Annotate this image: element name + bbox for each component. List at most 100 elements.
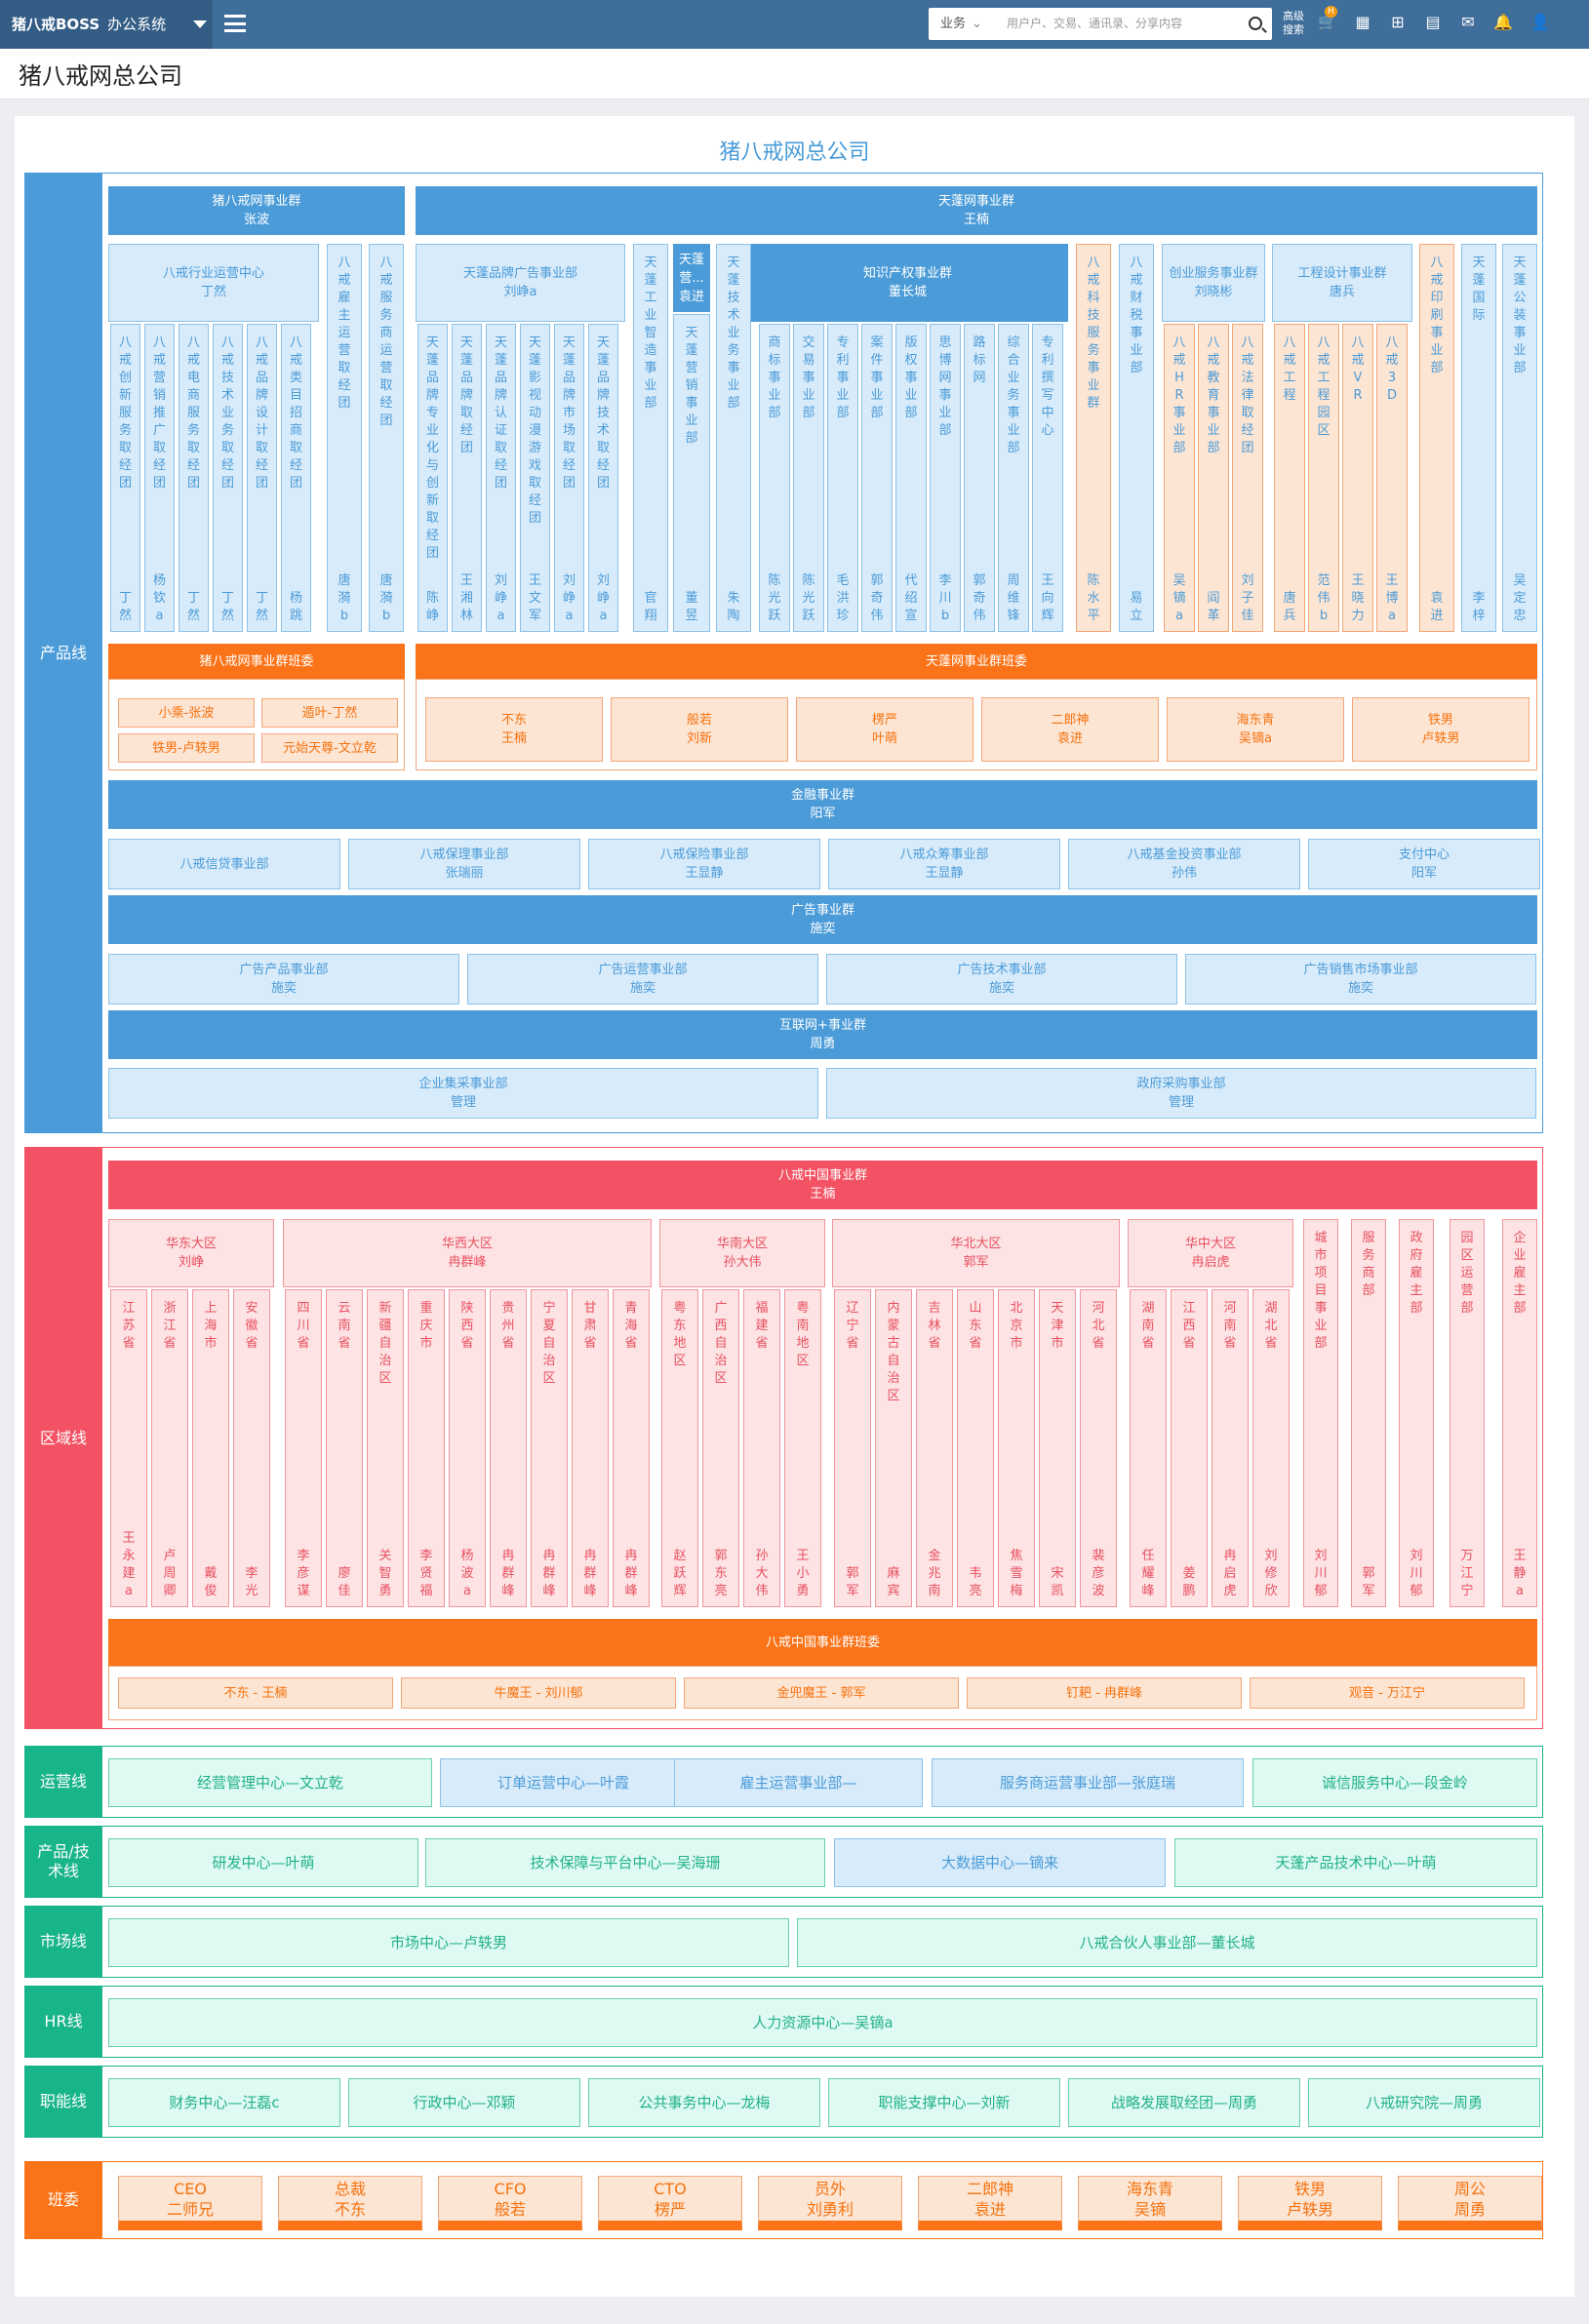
region-column[interactable]: 内蒙古自治区 麻宾 [875,1289,912,1607]
dept-chuangye[interactable]: 创业服务事业群 刘晓彬 [1162,244,1265,322]
product-column[interactable]: 天蓬影视动漫游戏取经团 王文军 [520,324,550,632]
product-column[interactable]: 八戒法律取经团 刘子佳 [1232,324,1263,632]
product-column[interactable]: 八戒工程园区 范伟b [1308,324,1339,632]
product-column[interactable]: 八戒电商服务取经团 丁然 [179,324,209,632]
tech-center[interactable]: 技术保障与平台中心—吴海珊 [425,1838,825,1887]
region-column[interactable]: 河南省 冉启虎 [1212,1289,1249,1607]
mail-icon[interactable]: ✉ [1461,13,1475,31]
product-column[interactable]: 天蓬公装事业部 吴定忠 [1502,244,1537,632]
dept-guanggao[interactable]: 广告销售市场事业部 施奕 [1185,954,1536,1004]
region-column[interactable]: 四川省 李彦谋 [285,1289,322,1607]
dept-jinrong[interactable]: 八戒众筹事业部 王显静 [828,839,1060,889]
region-column[interactable]: 青海省 冉群峰 [613,1289,650,1607]
product-column[interactable]: 天蓬品牌认证取经团 刘峥a [486,324,516,632]
region-area[interactable]: 华北大区 郭军 [832,1219,1120,1287]
hr-center[interactable]: 人力资源中心—吴镝a [108,1998,1537,2047]
banwei-member[interactable]: 铁男 卢轶男 [1352,697,1529,762]
func-center[interactable]: 战略发展取经团—周勇 [1068,2078,1300,2127]
group-tianpeng[interactable]: 天蓬网事业群 王楠 [416,186,1537,235]
book-icon[interactable]: ▤ [1425,13,1441,31]
product-column[interactable]: 八戒HR事业部 吴镝a [1164,324,1195,632]
product-column[interactable]: 天蓬技术业务事业部 朱陶 [716,244,751,632]
group-bajie-china[interactable]: 八戒中国事业群 王楠 [108,1161,1537,1209]
func-center[interactable]: 公共事务中心—龙梅 [588,2078,820,2127]
dept-zhishi-chanquan[interactable]: 知识产权事业群 董长城 [747,244,1068,322]
product-column[interactable]: 天蓬品牌技术取经团 刘峥a [588,324,618,632]
dept-pinpai-ad[interactable]: 天蓬品牌广告事业部 刘峥a [416,244,625,322]
region-column[interactable]: 新疆自治区 关智勇 [367,1289,404,1607]
committee-member[interactable]: 总裁 不东 [278,2176,422,2230]
dept-jinrong[interactable]: 八戒信贷事业部 [108,839,340,889]
dept-guanggao[interactable]: 广告产品事业部 施奕 [108,954,459,1004]
region-column[interactable]: 北京市 焦雪梅 [998,1289,1035,1607]
banwei-member[interactable]: 不东 王楠 [425,697,603,762]
market-center[interactable]: 八戒合伙人事业部—董长城 [797,1918,1537,1967]
region-column[interactable]: 贵州省 冉群峰 [490,1289,527,1607]
bell-icon[interactable]: 🔔 [1493,13,1513,31]
region-column[interactable]: 河北省 裴彦波 [1080,1289,1117,1607]
product-column[interactable]: 八戒品牌设计取经团 丁然 [247,324,277,632]
search-box[interactable]: 业务 用户户、交易、通讯录、分享内容 [929,8,1272,40]
region-column[interactable]: 粤东地区 赵跃辉 [661,1289,698,1607]
dept-jinrong[interactable]: 八戒保险事业部 王显静 [588,839,820,889]
product-column[interactable]: 八戒VR 王晓力 [1342,324,1373,632]
region-column[interactable]: 浙江省 卢周卿 [151,1289,188,1607]
group-jinrong[interactable]: 金融事业群 阳军 [108,780,1537,829]
product-column[interactable]: 八戒类目招商取经团 杨跳 [281,324,311,632]
banwei-member[interactable]: 般若 刘新 [611,697,788,762]
product-column[interactable]: 八戒技术业务取经团 丁然 [213,324,243,632]
group-zhubajie[interactable]: 猪八戒网事业群 张波 [108,186,405,235]
banwei-member[interactable]: 铁男-卢轶男 [118,733,255,763]
dept-guanggao[interactable]: 广告技术事业部 施奕 [826,954,1177,1004]
region-area[interactable]: 华中大区 冉启虎 [1128,1219,1293,1287]
region-column[interactable]: 湖北省 刘修欣 [1252,1289,1290,1607]
func-center[interactable]: 职能支撑中心—刘新 [828,2078,1060,2127]
ops-center[interactable]: 经营管理中心—文立乾 [108,1758,432,1807]
committee-member[interactable]: CTO 楞严 [598,2176,742,2230]
product-column[interactable]: 八戒营销推广取经团 杨钦a [144,324,175,632]
hamburger-menu-icon[interactable] [224,15,246,32]
product-column[interactable]: 天蓬营销事业部 董昱 [673,314,710,632]
region-column[interactable]: 山东省 韦亮 [957,1289,994,1607]
ops-center[interactable]: 雇主运营事业部— [674,1758,923,1807]
ops-center[interactable]: 诚信服务中心—段金岭 [1252,1758,1537,1807]
dept-hulian[interactable]: 政府采购事业部 管理 [826,1068,1536,1119]
product-column[interactable]: 天蓬工业智造事业部 官翔 [633,244,668,632]
product-column[interactable]: 八戒雇主运营取经团 唐漪b [327,244,362,632]
group-hulian[interactable]: 互联网+事业群 周勇 [108,1010,1537,1059]
region-column[interactable]: 上海市 戴俊 [192,1289,229,1607]
product-column[interactable]: 八戒创新服务取经团 丁然 [110,324,140,632]
apps-grid-icon[interactable]: ⊞ [1391,13,1405,31]
committee-member[interactable]: CFO 般若 [438,2176,582,2230]
market-center[interactable]: 市场中心—卢轶男 [108,1918,789,1967]
committee-member[interactable]: 员外 刘勇利 [758,2176,902,2230]
region-column[interactable]: 重庆市 李贤福 [408,1289,445,1607]
region-column[interactable]: 服务商部 郭军 [1351,1219,1386,1607]
region-column[interactable]: 甘肃省 冉群峰 [572,1289,609,1607]
dept-hulian[interactable]: 企业集采事业部 管理 [108,1068,818,1119]
tech-center[interactable]: 天蓬产品技术中心—叶萌 [1174,1838,1537,1887]
banwei-member[interactable]: 牛魔王 - 刘川郁 [401,1677,676,1709]
calendar-icon[interactable]: ▦ [1355,13,1371,31]
committee-member[interactable]: 铁男 卢轶男 [1238,2176,1382,2230]
search-icon[interactable] [1249,17,1262,30]
product-column[interactable]: 专利撰写中心 王向辉 [1032,324,1063,632]
product-column[interactable]: 八戒服务商运营取经团 唐漪b [369,244,404,632]
search-input[interactable]: 用户户、交易、通讯录、分享内容 [1007,17,1183,30]
committee-member[interactable]: 周公 周勇 [1398,2176,1542,2230]
region-column[interactable]: 粤南地区 王小勇 [784,1289,821,1607]
product-column[interactable]: 路标网 郭奇伟 [964,324,995,632]
user-icon[interactable]: 👤 [1530,13,1550,31]
region-column[interactable]: 园区运营部 万江宁 [1450,1219,1485,1607]
committee-member[interactable]: CEO 二师兄 [118,2176,262,2230]
ops-center[interactable]: 服务商运营事业部—张庭瑞 [932,1758,1244,1807]
region-column[interactable]: 江西省 姜鹏 [1171,1289,1208,1607]
ops-center[interactable]: 订单运营中心—叶霞 [440,1758,687,1807]
product-column[interactable]: 天蓬品牌取经团 王湘林 [452,324,482,632]
banwei-member[interactable]: 观音 - 万江宁 [1250,1677,1525,1709]
dept-jinrong[interactable]: 八戒基金投资事业部 孙伟 [1068,839,1300,889]
dept-jinrong[interactable]: 八戒保理事业部 张瑞丽 [348,839,580,889]
func-center[interactable]: 行政中心—邓颖 [348,2078,580,2127]
region-area[interactable]: 华南大区 孙大伟 [659,1219,825,1287]
committee-member[interactable]: 海东青 吴镝 [1078,2176,1222,2230]
